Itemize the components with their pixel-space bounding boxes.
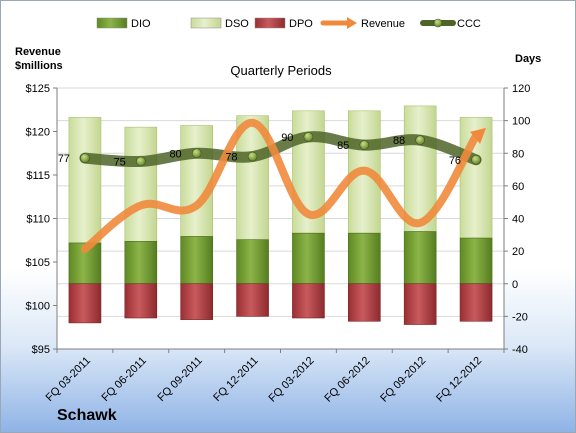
legend-label: DSO bbox=[225, 18, 249, 30]
ccc-data-label: 77 bbox=[58, 153, 70, 165]
right-tick-label: 20 bbox=[512, 246, 524, 258]
bar-dso bbox=[180, 125, 213, 237]
company-name: Schawk bbox=[57, 407, 117, 424]
legend-label: CCC bbox=[457, 18, 481, 30]
legend-ccc-marker bbox=[433, 18, 443, 28]
right-tick-label: 120 bbox=[512, 83, 530, 95]
right-tick-label: 40 bbox=[512, 214, 524, 226]
legend-label: DIO bbox=[131, 18, 151, 30]
ccc-data-label: 78 bbox=[225, 152, 237, 164]
left-axis-label-line2: $millions bbox=[15, 60, 63, 72]
ccc-marker bbox=[415, 135, 425, 145]
revenue-arrowhead bbox=[470, 127, 487, 144]
legend-revenue-arrow bbox=[347, 17, 357, 29]
x-tick-label: FQ 06-2012 bbox=[322, 355, 372, 405]
chart-title: Quarterly Periods bbox=[230, 63, 332, 78]
ccc-marker bbox=[247, 151, 258, 162]
bar-dio bbox=[459, 237, 493, 285]
bars bbox=[68, 105, 493, 325]
ccc-line bbox=[79, 131, 482, 168]
ccc-data-label: 90 bbox=[281, 132, 293, 144]
right-tick-label: 100 bbox=[512, 116, 530, 128]
right-tick-label: -40 bbox=[512, 344, 528, 356]
left-tick-label: $105 bbox=[26, 257, 50, 269]
bar-dpo bbox=[124, 283, 158, 319]
bar-dpo bbox=[459, 283, 493, 322]
bar-dpo bbox=[68, 283, 102, 324]
x-tick-label: FQ 12-2012 bbox=[434, 355, 484, 405]
ccc-marker bbox=[136, 156, 146, 167]
ccc-marker bbox=[303, 132, 314, 142]
left-tick-label: $110 bbox=[26, 214, 50, 226]
ccc-marker bbox=[80, 153, 90, 163]
x-tick-label: FQ 03-2011 bbox=[44, 355, 93, 404]
bar-dio bbox=[348, 232, 381, 285]
bar-dio bbox=[180, 236, 213, 285]
legend-dso-swatch bbox=[190, 17, 222, 29]
right-tick-label: -20 bbox=[512, 311, 528, 323]
ccc-marker bbox=[191, 148, 202, 159]
bar-dpo bbox=[180, 283, 213, 320]
ccc-data-label: 75 bbox=[114, 156, 126, 168]
bar-dio bbox=[236, 239, 269, 285]
x-tick-label: FQ 09-2011 bbox=[155, 355, 204, 404]
ccc-marker bbox=[359, 140, 370, 150]
revenue-line bbox=[80, 118, 481, 253]
bar-dso bbox=[68, 117, 102, 244]
ccc-data-label: 76 bbox=[449, 155, 461, 167]
legend-dio-swatch bbox=[96, 17, 128, 29]
bar-dio bbox=[403, 231, 437, 285]
x-tick-label: FQ 06-2011 bbox=[100, 355, 149, 404]
legend-label: DPO bbox=[289, 18, 313, 30]
bar-dpo bbox=[236, 283, 269, 317]
bar-dso bbox=[124, 126, 158, 242]
left-tick-label: $95 bbox=[32, 344, 50, 356]
right-tick-label: 80 bbox=[512, 148, 524, 160]
ccc-data-label: 85 bbox=[337, 140, 349, 152]
left-tick-label: $125 bbox=[26, 83, 50, 95]
legend-dpo-swatch bbox=[254, 17, 286, 29]
bar-dio bbox=[124, 241, 158, 285]
ccc-marker bbox=[471, 154, 481, 165]
x-tick-label: FQ 12-2011 bbox=[211, 355, 260, 404]
legend-label: Revenue bbox=[361, 18, 405, 30]
bar-dpo bbox=[348, 283, 381, 322]
ccc-data-label: 88 bbox=[393, 135, 405, 147]
bar-dpo bbox=[403, 283, 437, 325]
right-tick-label: 0 bbox=[512, 279, 518, 291]
right-tick-label: 60 bbox=[512, 181, 524, 193]
right-axis-label: Days bbox=[515, 53, 541, 65]
ccc-data-label: 80 bbox=[169, 148, 181, 160]
bar-dpo bbox=[292, 283, 325, 319]
x-tick-label: FQ 03-2012 bbox=[267, 355, 317, 405]
left-axis-label-line1: Revenue bbox=[15, 46, 61, 58]
lines: 77 75 80 78 90 85 88 76 bbox=[58, 118, 487, 253]
bar-dio bbox=[292, 232, 325, 285]
left-tick-label: $100 bbox=[26, 301, 50, 313]
x-tick-label: FQ 09-2012 bbox=[378, 355, 428, 405]
legend: DIO DSO DPO Revenue CCC bbox=[96, 17, 481, 30]
left-tick-label: $120 bbox=[26, 127, 50, 139]
left-tick-label: $115 bbox=[26, 170, 50, 182]
